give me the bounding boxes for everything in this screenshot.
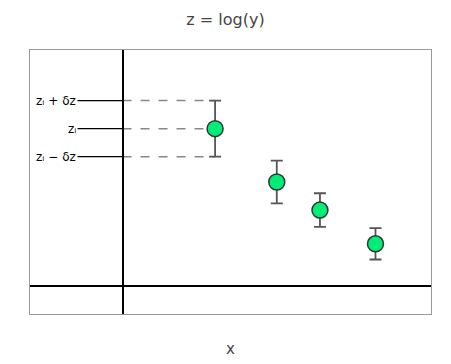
svg-text:zᵢ + δz: zᵢ + δz [36, 94, 76, 108]
svg-text:zᵢ − δz: zᵢ − δz [36, 150, 76, 164]
svg-text:x: x [226, 340, 235, 358]
svg-text:z = log(y): z = log(y) [186, 10, 264, 29]
svg-text:zᵢ: zᵢ [68, 122, 76, 136]
